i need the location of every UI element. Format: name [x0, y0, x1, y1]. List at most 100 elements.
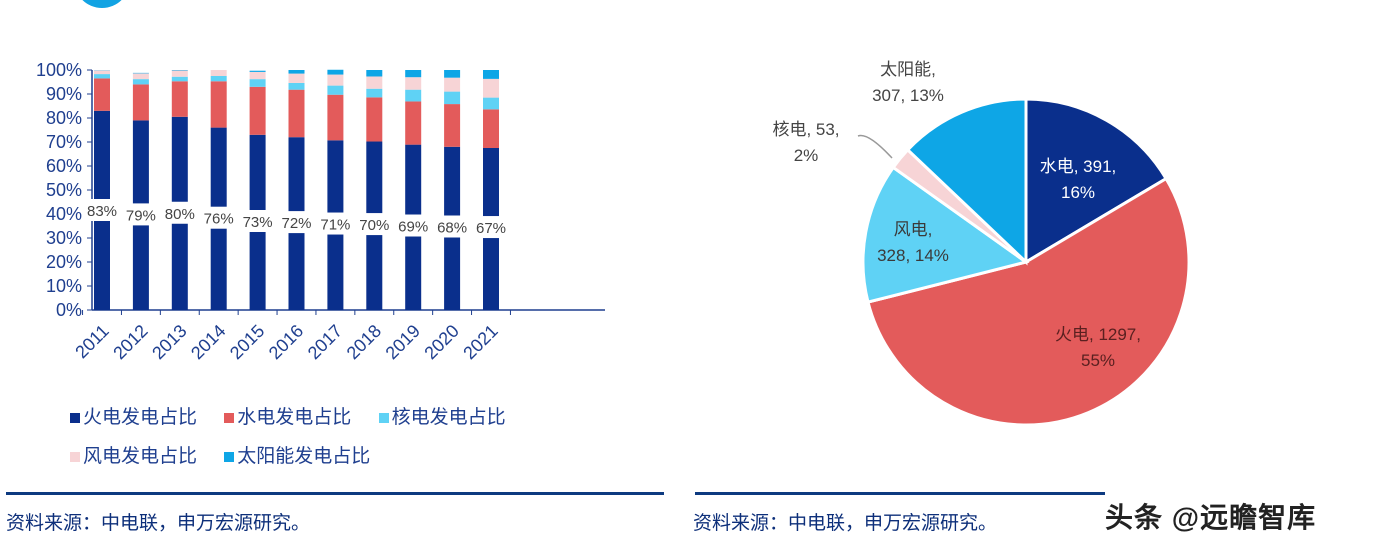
bar-segment — [366, 97, 383, 142]
bar-segment — [327, 85, 344, 95]
bar-legend: 火电发电占比 水电发电占比 核电发电占比 风电发电占比 太阳能发电占比 — [70, 402, 528, 468]
y-tick-label: 30% — [46, 228, 82, 248]
data-label: 83% — [87, 203, 117, 220]
legend-item-solar: 太阳能发电占比 — [224, 441, 370, 468]
bar-segment — [94, 70, 110, 75]
pie-label: 水电, 391, 16% — [1008, 154, 1148, 206]
x-tick-label: 2021 — [459, 321, 501, 363]
pie-label-value: 2% — [793, 146, 819, 165]
bar-segment — [94, 74, 110, 79]
data-label-bg — [121, 203, 160, 226]
pie-slice — [905, 97, 1028, 266]
bar-segment — [210, 81, 227, 128]
footer-rule-right — [695, 492, 1105, 495]
bar-segment — [288, 89, 305, 138]
bar-segment — [288, 70, 305, 74]
bar-segment — [171, 70, 188, 77]
legend-item-wind: 风电发电占比 — [70, 441, 197, 468]
y-tick-label: 80% — [46, 108, 82, 128]
bar-segment — [366, 70, 383, 77]
y-tick-label: 20% — [46, 252, 82, 272]
pie-slice — [861, 165, 1030, 304]
y-tick-label: 90% — [46, 84, 82, 104]
data-label-bg — [83, 199, 121, 221]
bar-segment — [444, 77, 461, 92]
data-label: 71% — [320, 217, 350, 234]
pie-label-value: 55% — [1080, 351, 1116, 370]
y-tick-label: 60% — [46, 156, 82, 176]
bar-segment — [483, 97, 499, 110]
pie-label-value: 16% — [1060, 183, 1096, 202]
x-tick-label: 2012 — [109, 321, 151, 363]
pie-label: 风电, 328, 14% — [843, 217, 983, 269]
bar-segment — [132, 79, 149, 85]
pie-label-value: 328, 14% — [877, 246, 949, 265]
data-label: 72% — [281, 215, 311, 232]
bar-segment — [210, 76, 227, 82]
bar-segment — [249, 71, 266, 80]
data-label-bg — [394, 214, 433, 237]
pie-label-value: 307, 13% — [872, 86, 944, 105]
bar-segment — [288, 73, 305, 83]
pie-label-name: 太阳能, — [880, 60, 936, 79]
bar-segment — [405, 77, 422, 90]
data-label-bg — [160, 201, 199, 224]
footer-rule-left — [6, 492, 664, 495]
data-label: 68% — [437, 220, 467, 237]
legend-item-hydro: 水电发电占比 — [224, 402, 351, 429]
bar-segment — [210, 70, 227, 76]
bar-segment — [249, 79, 266, 87]
watermark: 头条 @远瞻智库 — [1105, 502, 1317, 533]
data-label-bg — [199, 206, 238, 229]
x-tick-label: 2011 — [71, 321, 113, 363]
x-tick-label: 2017 — [304, 321, 346, 363]
bar-segment — [483, 70, 499, 79]
x-tick-label: 2020 — [420, 321, 462, 363]
bar-segment — [132, 73, 149, 80]
bar-segment — [366, 76, 383, 89]
data-label: 80% — [165, 206, 195, 223]
data-label: 67% — [476, 220, 506, 237]
bar-segment — [405, 101, 422, 145]
bar-segment — [327, 94, 344, 141]
bar-segment — [249, 86, 266, 135]
pie-label-name: 风电, — [893, 220, 933, 239]
bar-segment — [132, 84, 149, 121]
pie-label-name: 核电, 53, — [772, 120, 840, 139]
source-note-left: 资料来源：中电联，申万宏源研究。 — [6, 513, 311, 534]
y-tick-label: 50% — [46, 180, 82, 200]
data-label: 73% — [243, 214, 273, 231]
data-label-bg — [238, 210, 277, 232]
bar-segment — [327, 74, 344, 86]
bar-segment — [94, 78, 110, 111]
data-label-bg — [277, 211, 316, 234]
data-label: 79% — [126, 207, 156, 224]
x-tick-label: 2013 — [148, 321, 190, 363]
pie-label: 太阳能, 307, 13% — [838, 57, 978, 109]
y-tick-label: 40% — [46, 204, 82, 224]
bar-segment — [483, 78, 499, 98]
bar-segment — [171, 76, 188, 82]
section-badge-icon — [82, 0, 122, 8]
bar-segment — [444, 70, 461, 78]
pie-label-name: 水电, 391, — [1039, 157, 1117, 176]
y-tick-label: 10% — [46, 276, 82, 296]
x-tick-label: 2016 — [265, 321, 307, 363]
data-label: 70% — [359, 217, 389, 234]
bar-segment — [444, 104, 461, 147]
pie-slice — [866, 176, 1191, 427]
bar-segment — [444, 91, 461, 105]
bar-segment — [249, 70, 266, 72]
data-label-bg — [316, 212, 355, 235]
x-tick-label: 2014 — [187, 321, 229, 363]
data-label: 69% — [398, 219, 428, 236]
x-tick-label: 2015 — [226, 321, 268, 363]
x-tick-label: 2018 — [343, 321, 385, 363]
pie-slice — [1024, 97, 1169, 265]
x-tick-label: 2019 — [382, 321, 424, 363]
data-label-bg — [472, 216, 510, 239]
pie-label-name: 火电, 1297, — [1055, 325, 1141, 344]
bar-segment — [483, 109, 499, 148]
y-tick-label: 0% — [56, 300, 82, 320]
